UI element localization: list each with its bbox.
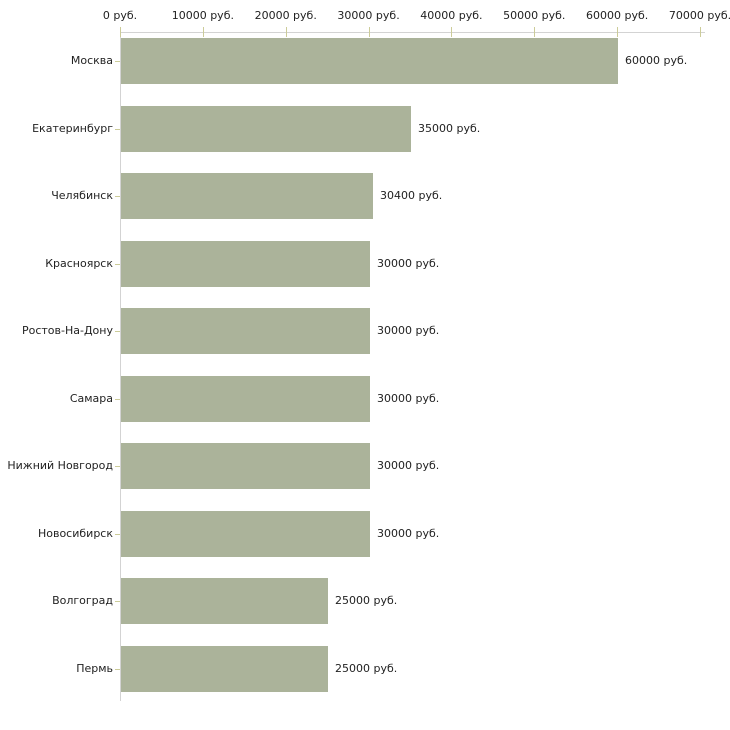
y-axis-tick: [115, 466, 120, 467]
bar: [121, 241, 370, 287]
value-label: 30000 руб.: [377, 257, 440, 270]
x-axis-tick-label: 50000 руб.: [503, 9, 566, 22]
category-label: Пермь: [76, 662, 113, 675]
x-axis-tick: [700, 27, 701, 37]
category-label: Екатеринбург: [32, 122, 113, 135]
x-axis-line: [120, 32, 705, 33]
value-label: 60000 руб.: [625, 54, 688, 67]
category-label: Красноярск: [45, 257, 113, 270]
category-label: Волгоград: [52, 594, 113, 607]
y-axis-line: [120, 32, 121, 701]
y-axis-tick: [115, 61, 120, 62]
y-axis-tick: [115, 129, 120, 130]
x-axis-tick-label: 60000 руб.: [586, 9, 649, 22]
value-label: 25000 руб.: [335, 662, 398, 675]
bar: [121, 106, 411, 152]
bar: [121, 376, 370, 422]
y-axis-tick: [115, 399, 120, 400]
y-axis-tick: [115, 534, 120, 535]
bar: [121, 173, 373, 219]
x-axis-tick: [451, 27, 453, 37]
x-axis-tick: [368, 27, 370, 37]
bar: [121, 38, 618, 84]
value-label: 30000 руб.: [377, 527, 440, 540]
value-label: 35000 руб.: [418, 122, 481, 135]
x-axis-tick-label: 20000 руб.: [254, 9, 317, 22]
y-axis-tick: [115, 264, 120, 265]
category-label: Челябинск: [51, 189, 113, 202]
category-label: Самара: [69, 392, 113, 405]
x-axis-tick: [120, 27, 121, 37]
x-axis-tick: [285, 27, 287, 37]
bar: [121, 308, 370, 354]
value-label: 30000 руб.: [377, 392, 440, 405]
y-axis-tick: [115, 331, 120, 332]
y-axis-tick: [115, 196, 120, 197]
value-label: 25000 руб.: [335, 594, 398, 607]
category-label: Ростов-На-Дону: [21, 324, 113, 337]
bar: [121, 646, 328, 692]
y-axis-tick: [115, 669, 120, 670]
bar: [121, 511, 370, 557]
x-axis-tick-label: 40000 руб.: [420, 9, 483, 22]
category-label: Нижний Новгород: [7, 459, 113, 472]
x-axis-tick: [534, 27, 536, 37]
x-axis-tick: [202, 27, 204, 37]
bar: [121, 443, 370, 489]
y-axis-tick: [115, 601, 120, 602]
category-label: Москва: [70, 54, 113, 67]
category-label: Новосибирск: [37, 527, 113, 540]
x-axis-tick-label: 70000 руб.: [668, 9, 730, 22]
value-label: 30000 руб.: [377, 459, 440, 472]
value-label: 30000 руб.: [377, 324, 440, 337]
bar: [121, 578, 328, 624]
x-axis-tick-label: 0 руб.: [102, 9, 138, 22]
x-axis-tick-label: 10000 руб.: [171, 9, 234, 22]
x-axis-tick-label: 30000 руб.: [337, 9, 400, 22]
x-axis-tick: [617, 27, 619, 37]
value-label: 30400 руб.: [380, 189, 443, 202]
